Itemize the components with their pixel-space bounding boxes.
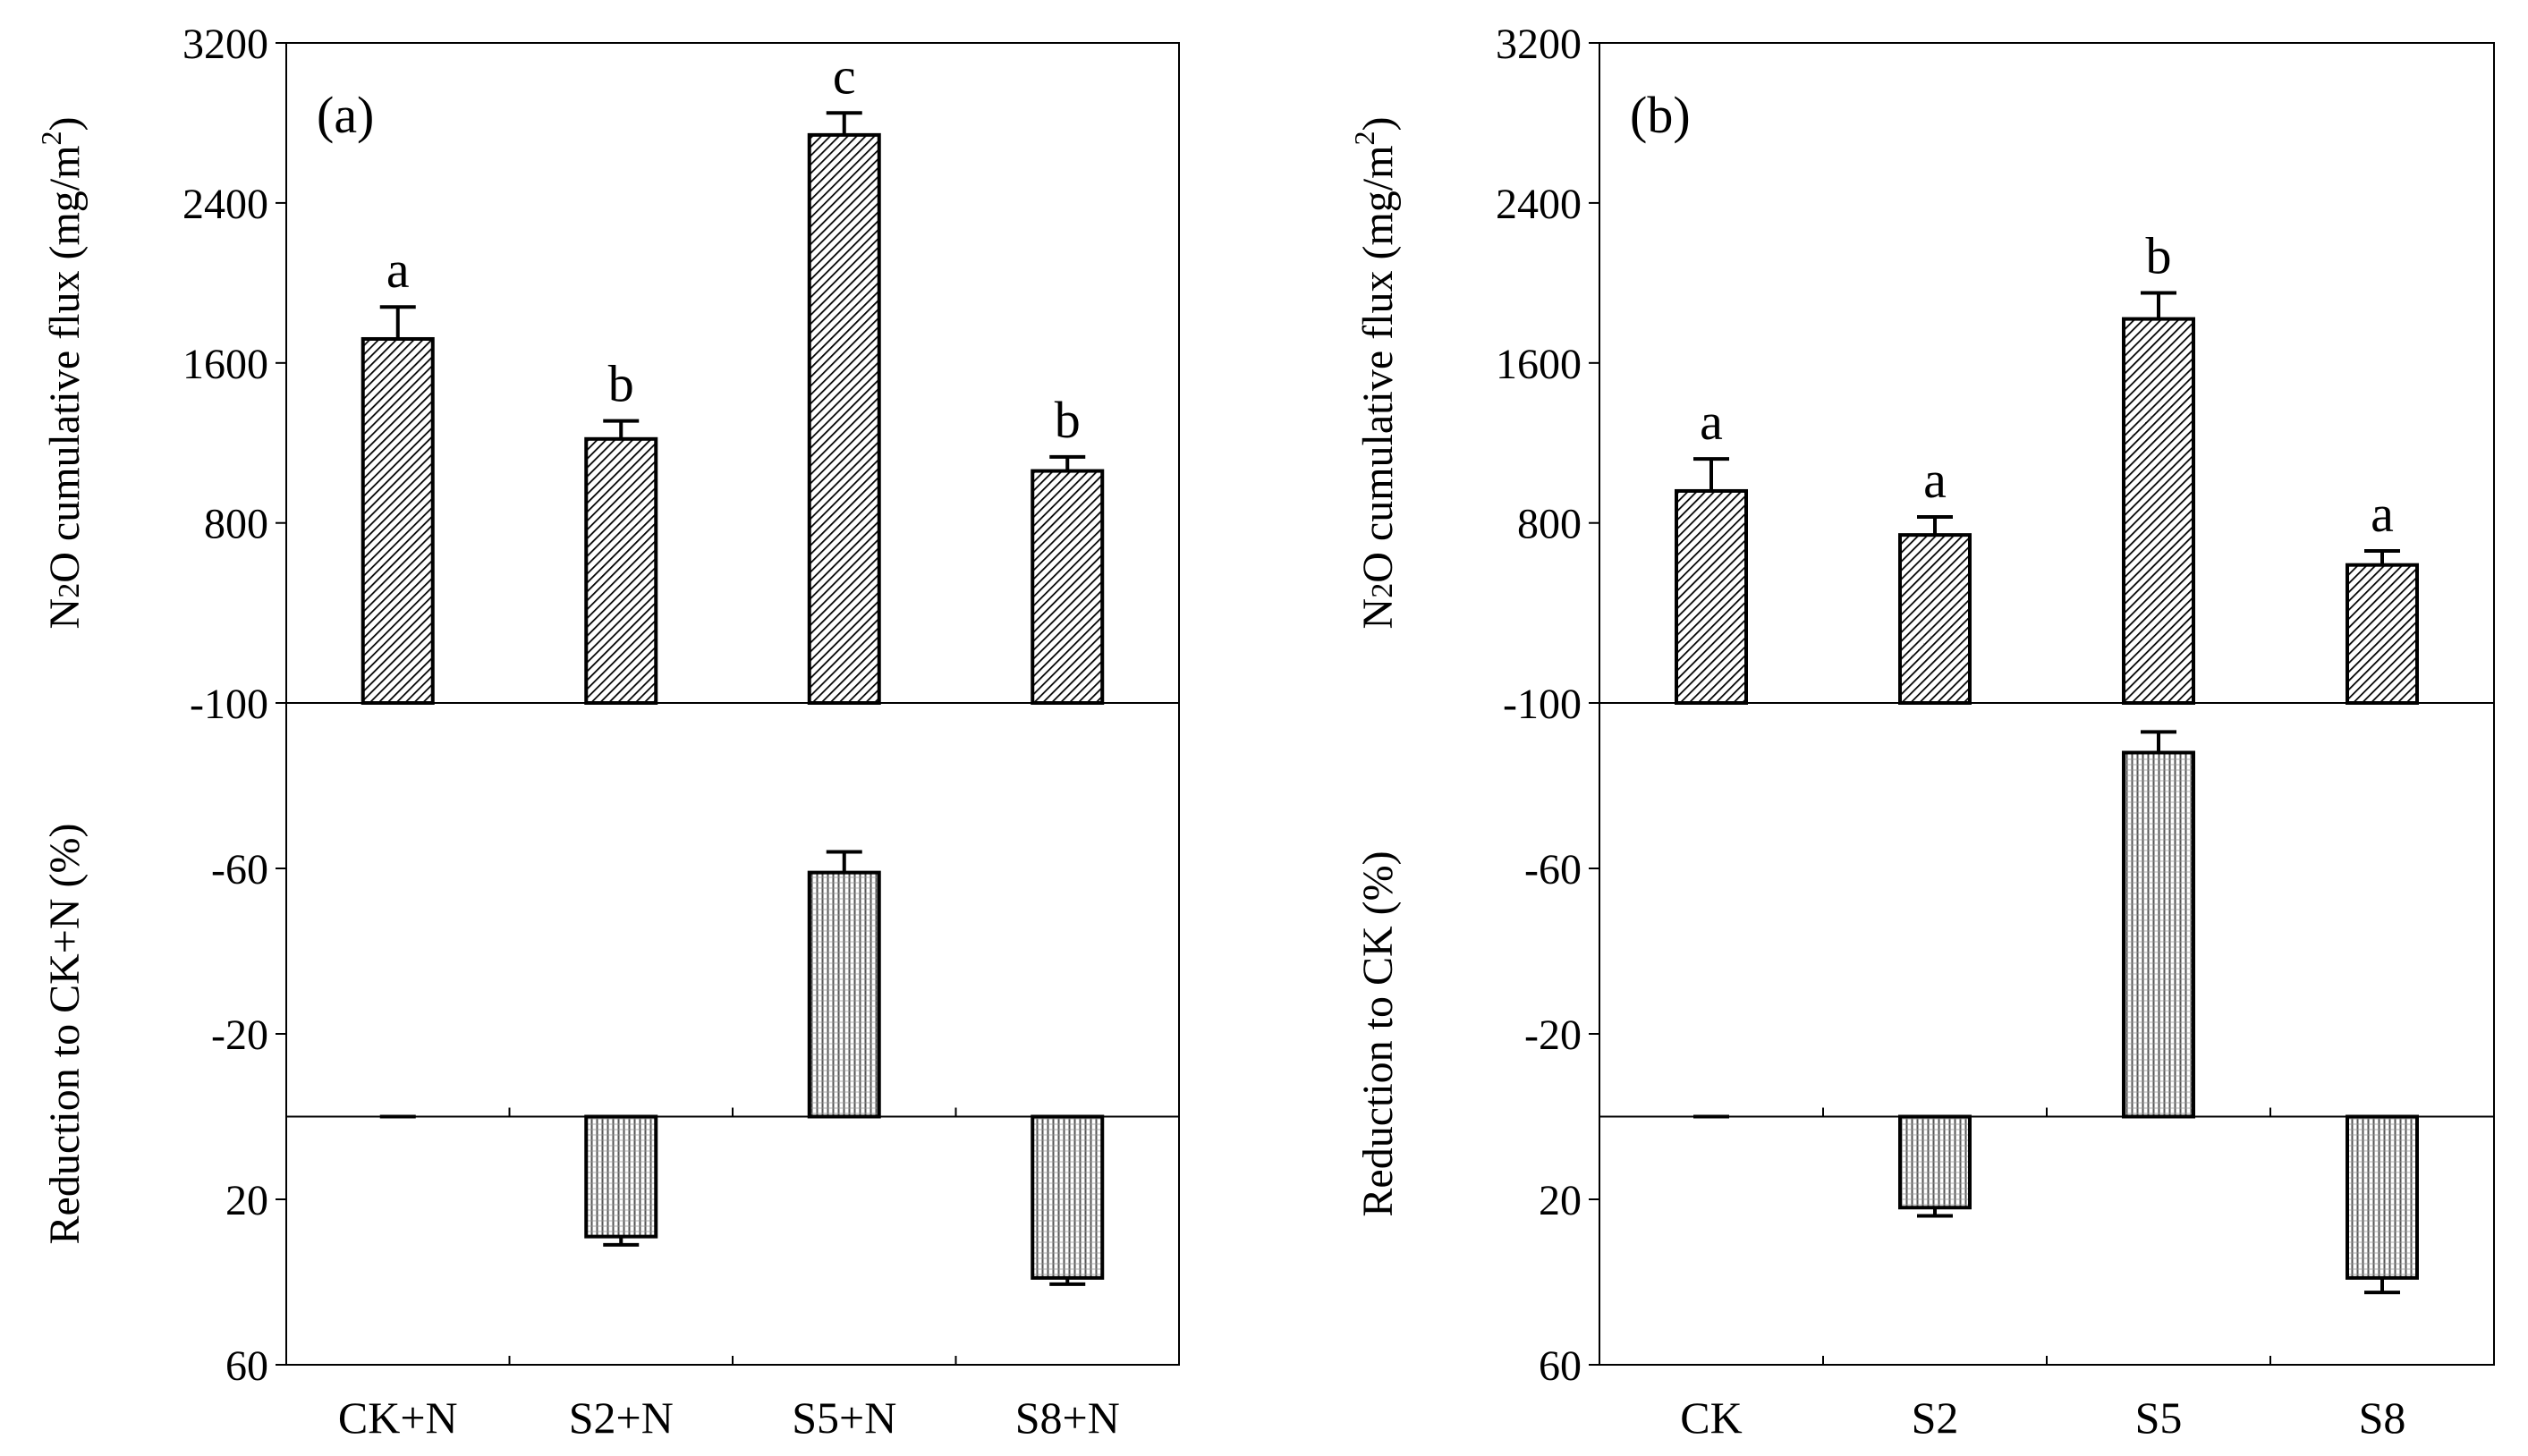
y-tick-label: -100 bbox=[190, 681, 268, 728]
significance-label: b bbox=[2146, 227, 2172, 285]
y-tick-label: 20 bbox=[1539, 1177, 1582, 1224]
y-tick-label: 2400 bbox=[182, 181, 268, 228]
significance-label: a bbox=[386, 241, 410, 299]
top-bar bbox=[2346, 563, 2419, 706]
category-label: S5 bbox=[2135, 1393, 2183, 1443]
top-bar bbox=[1675, 488, 1748, 705]
bottom-bar bbox=[1031, 1114, 1105, 1280]
category-label: CK bbox=[1680, 1393, 1742, 1443]
y-tick-label: 60 bbox=[225, 1342, 268, 1390]
bottom-bar bbox=[2346, 1114, 2419, 1280]
category-label: S2 bbox=[1912, 1393, 1959, 1443]
significance-label: a bbox=[1700, 393, 1723, 451]
panel-label: (a) bbox=[317, 86, 374, 144]
category-label: CK+N bbox=[338, 1393, 458, 1443]
y-tick-label: 800 bbox=[1517, 501, 1582, 548]
y-tick-label: 800 bbox=[204, 501, 268, 548]
y-tick-label: 60 bbox=[1539, 1342, 1582, 1390]
top-bar bbox=[807, 132, 881, 705]
y-tick-label: -100 bbox=[1503, 681, 1582, 728]
significance-label: b bbox=[1055, 391, 1081, 449]
y-tick-label: 1600 bbox=[182, 341, 268, 388]
significance-label: a bbox=[1923, 451, 1947, 509]
bottom-bar bbox=[807, 870, 881, 1119]
panel-b: 3200 2400 1600 800 -100 -60 -20 20 60 N2O cumulat… bbox=[1348, 21, 2495, 1443]
y-tick-label: 3200 bbox=[182, 21, 268, 68]
y-tick-label: 2400 bbox=[1496, 181, 1582, 228]
y-tick-label: 1600 bbox=[1496, 341, 1582, 388]
y-tick-label: -20 bbox=[211, 1012, 268, 1059]
category-label: S5+N bbox=[792, 1393, 896, 1443]
significance-label: a bbox=[2371, 485, 2394, 543]
panel-label: (b) bbox=[1630, 86, 1691, 144]
y-tick-label: 3200 bbox=[1496, 21, 1582, 68]
top-bar bbox=[1031, 469, 1105, 706]
bottom-bar bbox=[1898, 1114, 1972, 1210]
bottom-y-axis-title: Reduction to CK (%) bbox=[1354, 851, 1402, 1216]
top-bar bbox=[584, 436, 658, 705]
bottom-bar bbox=[2122, 750, 2195, 1119]
bottom-bar bbox=[584, 1114, 658, 1239]
bottom-y-axis-title: Reduction to CK+N (%) bbox=[41, 824, 89, 1245]
top-y-axis-title: N2O cumulative flux (mg/m2) bbox=[1348, 117, 1402, 630]
y-tick-label: -60 bbox=[1524, 846, 1582, 893]
significance-label: c bbox=[833, 47, 856, 105]
top-y-axis-title: N2O cumulative flux (mg/m2) bbox=[35, 117, 89, 630]
y-tick-label: -60 bbox=[211, 846, 268, 893]
top-bar bbox=[2122, 317, 2195, 705]
category-label: S2+N bbox=[569, 1393, 674, 1443]
y-tick-label: 20 bbox=[225, 1177, 268, 1224]
top-bar bbox=[361, 336, 435, 705]
category-label: S8 bbox=[2359, 1393, 2406, 1443]
category-label: S8+N bbox=[1015, 1393, 1120, 1443]
top-bar bbox=[1898, 533, 1972, 705]
panel-a: 3200 2400 1600 800 -100 -60 -20 20 60 N2O cumulat… bbox=[35, 21, 1180, 1443]
significance-label: b bbox=[608, 355, 634, 413]
y-tick-label: -20 bbox=[1524, 1012, 1582, 1059]
